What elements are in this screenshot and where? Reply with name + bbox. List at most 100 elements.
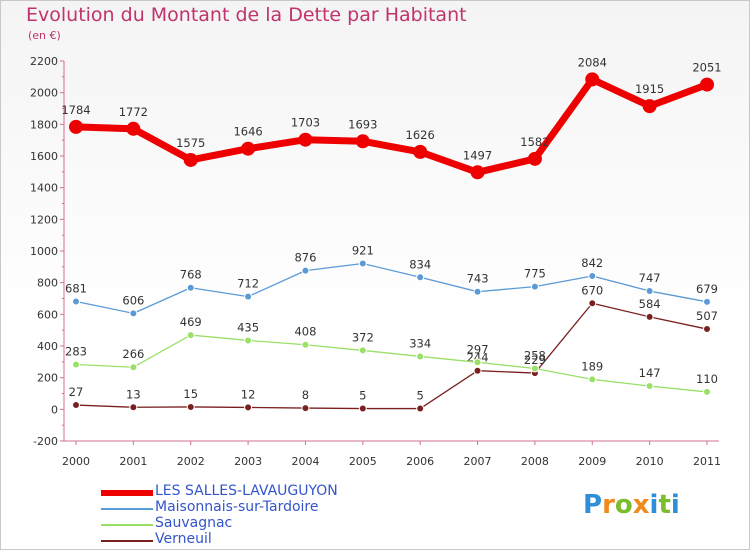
y-tick-label: 1000 <box>30 245 58 258</box>
series-line <box>75 302 708 410</box>
series-line <box>72 75 711 176</box>
data-label: 775 <box>524 267 546 281</box>
data-label: 435 <box>237 320 259 334</box>
data-point <box>358 346 367 355</box>
data-label: 408 <box>294 325 316 339</box>
logo-letter: t <box>658 490 671 520</box>
data-label: 8 <box>302 388 309 402</box>
series-line <box>75 262 708 315</box>
data-label: 1772 <box>119 105 148 119</box>
y-tick-label: 0 <box>51 403 58 416</box>
y-tick-label: 1600 <box>30 150 58 163</box>
proxiti-logo: Proxiti <box>583 490 680 520</box>
data-point <box>358 259 367 268</box>
x-tick-label: 2003 <box>234 455 262 468</box>
data-point <box>700 77 714 92</box>
data-point <box>703 325 711 334</box>
data-point <box>530 364 539 373</box>
y-tick-label: 2200 <box>30 55 58 68</box>
series-line <box>75 334 708 393</box>
data-point <box>301 340 310 349</box>
data-label: 2051 <box>692 61 721 75</box>
data-label: 921 <box>352 244 374 258</box>
data-point <box>298 132 313 147</box>
y-tick-label: 200 <box>37 372 58 385</box>
data-label: 842 <box>581 256 603 270</box>
data-point <box>470 165 485 180</box>
data-point <box>241 141 256 156</box>
x-tick-label: 2004 <box>291 455 319 468</box>
data-point <box>129 403 138 412</box>
chart-title: Evolution du Montant de la Dette par Hab… <box>26 4 467 26</box>
data-point <box>72 360 80 369</box>
data-point <box>473 366 482 375</box>
data-point <box>301 266 310 275</box>
data-point <box>183 152 198 167</box>
legend-label: LES SALLES-LAVAUGUYON <box>155 483 338 499</box>
data-label: 1646 <box>233 125 262 139</box>
data-label: 110 <box>696 372 718 386</box>
data-point <box>186 283 195 292</box>
x-tick-label: 2011 <box>693 455 721 468</box>
y-tick-label: 1200 <box>30 213 58 226</box>
data-point <box>129 363 138 372</box>
data-label: 2084 <box>578 55 607 69</box>
y-tick-label: 1400 <box>30 182 58 195</box>
x-tick-label: 2008 <box>521 455 549 468</box>
data-label: 712 <box>237 277 259 291</box>
data-label: 1497 <box>463 148 492 162</box>
data-label: 743 <box>467 272 489 286</box>
data-label: 27 <box>69 385 84 399</box>
data-label: 876 <box>294 251 316 265</box>
data-point <box>416 273 425 282</box>
data-label: 747 <box>639 271 661 285</box>
data-label: 15 <box>183 387 198 401</box>
data-label: 229 <box>524 353 546 367</box>
data-point <box>588 299 597 308</box>
data-label: 258 <box>524 348 546 362</box>
data-label: 834 <box>409 257 431 271</box>
logo-letter: P <box>583 490 603 520</box>
data-point <box>703 297 711 306</box>
data-point <box>72 401 80 410</box>
data-label: 1784 <box>61 103 90 117</box>
data-point <box>416 404 425 413</box>
data-label: 372 <box>352 330 374 344</box>
y-tick-label: -200 <box>33 435 58 448</box>
data-label: 768 <box>180 268 202 282</box>
data-point <box>585 72 600 87</box>
y-tick-label: 1800 <box>30 118 58 131</box>
data-point <box>355 134 370 149</box>
legend-swatch <box>101 540 153 542</box>
logo-letter: i <box>670 490 680 520</box>
y-tick-label: 800 <box>37 277 58 290</box>
data-label: 1626 <box>406 128 435 142</box>
y-tick-label: 2000 <box>30 87 58 100</box>
data-label: 5 <box>417 389 424 403</box>
legend-swatch <box>101 508 153 510</box>
logo-letter: o <box>614 490 633 520</box>
data-label: 283 <box>65 345 87 359</box>
data-label: 606 <box>122 293 144 307</box>
data-point <box>642 99 657 114</box>
legend-swatch <box>101 524 153 526</box>
data-point <box>126 121 141 136</box>
data-point <box>244 292 253 301</box>
legend-swatch <box>101 490 153 496</box>
data-label: 1915 <box>635 82 664 96</box>
logo-letter: i <box>649 490 659 520</box>
data-point <box>186 331 195 340</box>
data-point <box>358 404 367 413</box>
legend-label: Maisonnais-sur-Tardoire <box>155 499 319 515</box>
data-label: 5 <box>359 389 366 403</box>
logo-letter: r <box>602 490 615 520</box>
data-label: 12 <box>241 387 256 401</box>
legend-label: Sauvagnac <box>155 515 233 531</box>
data-label: 13 <box>126 387 141 401</box>
x-tick-label: 2010 <box>636 455 664 468</box>
data-label: 189 <box>581 359 603 373</box>
data-label: 679 <box>696 282 718 296</box>
x-tick-label: 2005 <box>349 455 377 468</box>
data-label: 1575 <box>176 136 205 150</box>
